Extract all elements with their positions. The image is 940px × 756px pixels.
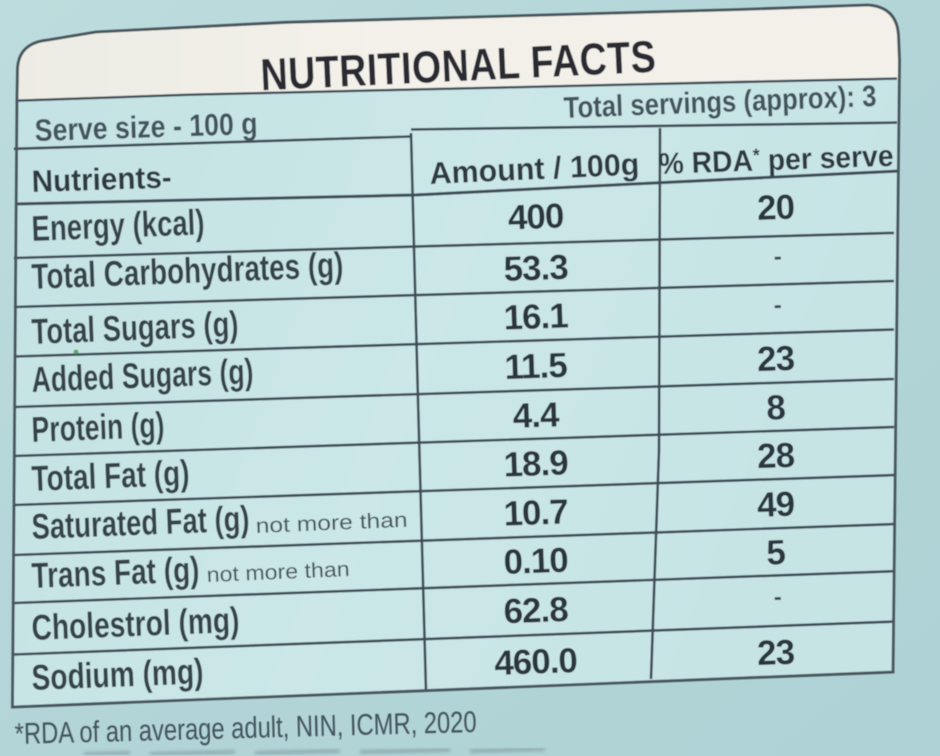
svg-text:Energy (kcal): Energy (kcal) bbox=[31, 201, 205, 249]
svg-text:20: 20 bbox=[756, 188, 795, 228]
svg-text:23: 23 bbox=[756, 633, 795, 673]
svg-text:10.7: 10.7 bbox=[503, 492, 568, 533]
svg-text:23: 23 bbox=[756, 339, 795, 379]
svg-text:Protein (g): Protein (g) bbox=[31, 404, 165, 450]
svg-text:Total Sugars (g): Total Sugars (g) bbox=[31, 303, 239, 352]
svg-text:5: 5 bbox=[766, 533, 786, 573]
svg-text:8: 8 bbox=[766, 388, 786, 428]
svg-text:400: 400 bbox=[507, 197, 564, 238]
svg-text:18.9: 18.9 bbox=[503, 443, 569, 484]
svg-text:% RDA* per serve: % RDA* per serve bbox=[658, 140, 894, 181]
svg-text:Saturated Fat (g): Saturated Fat (g) bbox=[31, 498, 250, 547]
svg-text:28: 28 bbox=[756, 436, 795, 476]
svg-text:460.0: 460.0 bbox=[494, 641, 578, 683]
svg-text:Trans Fat (g): Trans Fat (g) bbox=[31, 549, 200, 596]
svg-text:-: - bbox=[773, 243, 782, 270]
svg-text:0.10: 0.10 bbox=[503, 541, 569, 582]
svg-text:53.3: 53.3 bbox=[503, 248, 569, 289]
svg-text:Cholestrol (mg): Cholestrol (mg) bbox=[31, 599, 240, 648]
svg-text:Nutrients-: Nutrients- bbox=[31, 160, 172, 199]
svg-text:62.8: 62.8 bbox=[503, 590, 569, 631]
svg-text:11.5: 11.5 bbox=[504, 346, 568, 387]
svg-text:Serve size - 100 g: Serve size - 100 g bbox=[34, 106, 258, 148]
svg-text:16.1: 16.1 bbox=[503, 296, 569, 337]
svg-text:49: 49 bbox=[756, 485, 795, 525]
svg-text:Total Fat (g): Total Fat (g) bbox=[31, 452, 190, 499]
svg-text:Added Sugars (g): Added Sugars (g) bbox=[31, 351, 254, 400]
svg-text:-: - bbox=[773, 292, 782, 319]
svg-text:-: - bbox=[773, 584, 782, 611]
svg-text:4.4: 4.4 bbox=[512, 395, 561, 436]
svg-text:Sodium (mg): Sodium (mg) bbox=[31, 650, 204, 698]
